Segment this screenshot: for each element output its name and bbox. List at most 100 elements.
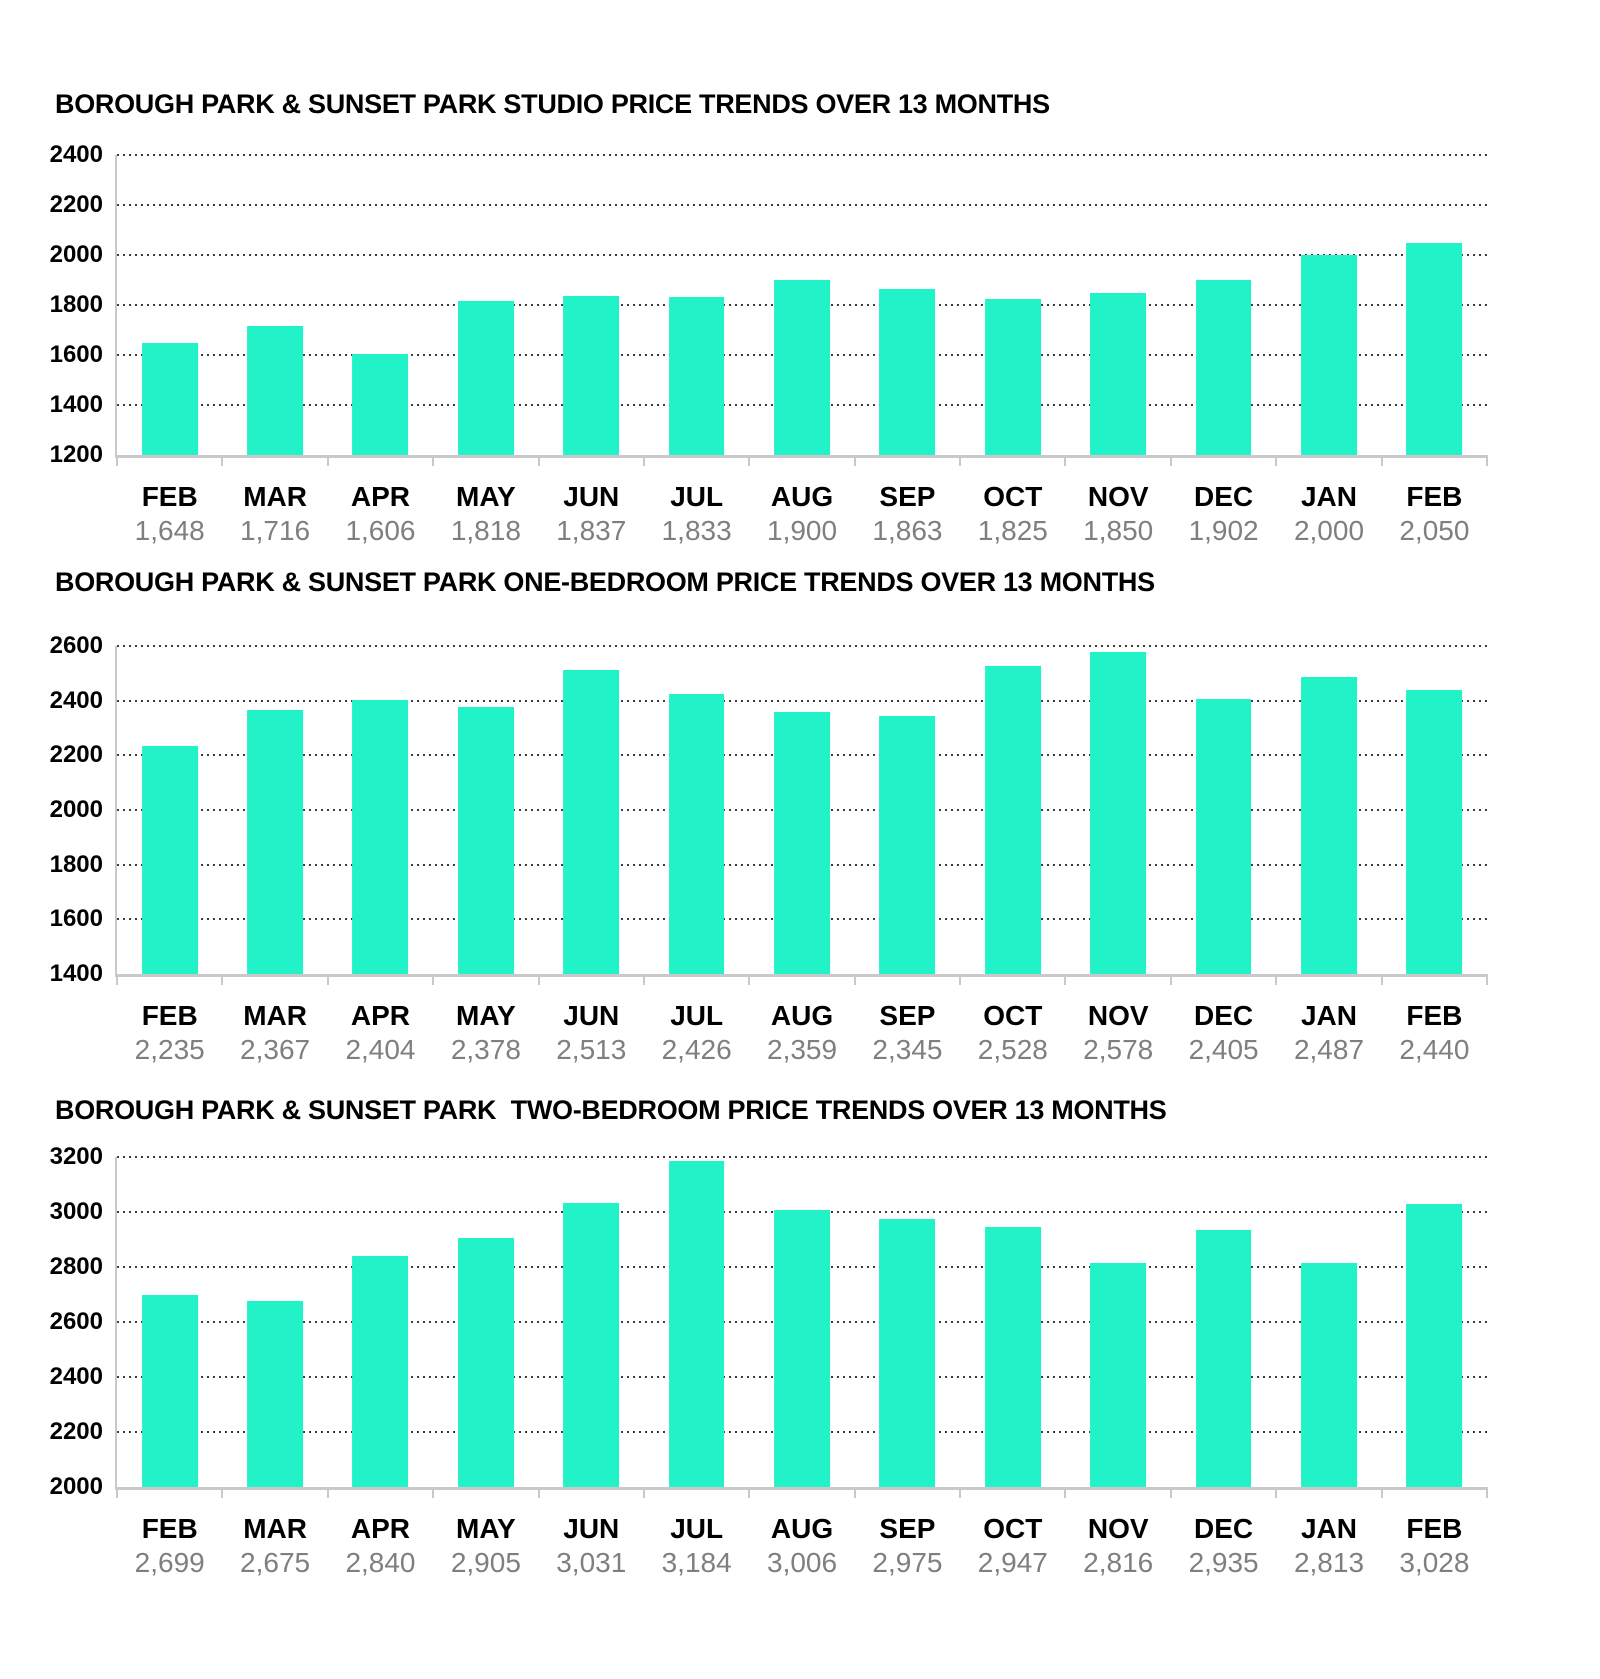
- gridline-y-2200: [117, 203, 1487, 206]
- bar-jun-2513: [563, 669, 620, 974]
- value-label: 2,813: [1293, 1547, 1365, 1578]
- bar-aug-3006: [774, 1210, 830, 1487]
- x-axis-tick: [537, 974, 540, 985]
- y-tick-label: 1800: [49, 291, 103, 318]
- value-label: 2,378: [450, 1034, 521, 1065]
- x-axis-tick: [1486, 974, 1488, 985]
- value-label: 2,905: [450, 1547, 521, 1578]
- x-axis-tick: [959, 455, 962, 466]
- x-label-cell: SEP 1,863: [855, 481, 960, 547]
- month-label: FEB: [1406, 1000, 1463, 1031]
- y-tick-label: 2400: [49, 141, 103, 168]
- x-label-cell: DEC 2,405: [1171, 1000, 1276, 1066]
- bar-apr-2840: [352, 1256, 409, 1487]
- bar-jul-3184: [668, 1161, 725, 1487]
- month-label: NOV: [1087, 481, 1149, 512]
- month-label: JUL: [670, 481, 724, 512]
- bar-mar-1716: [247, 326, 303, 455]
- bar-aug-1900: [774, 280, 830, 455]
- bar-feb-1648: [141, 343, 198, 455]
- y-tick-label: 2000: [49, 240, 103, 268]
- value-label: 2,235: [134, 1034, 205, 1065]
- value-label: 3,006: [767, 1547, 838, 1578]
- x-label-cell: NOV 2,578: [1066, 1000, 1171, 1066]
- x-axis-tick: [748, 455, 751, 466]
- y-axis-line: [115, 155, 117, 455]
- value-label: 3,031: [556, 1547, 627, 1578]
- bar-oct-2528: [984, 665, 1041, 974]
- x-label-cell: FEB 1,648: [117, 481, 222, 547]
- month-label: NOV: [1087, 1513, 1149, 1544]
- month-label: APR: [350, 481, 411, 512]
- value-label: 2,816: [1083, 1547, 1154, 1578]
- bar-jul-2426: [668, 693, 725, 974]
- x-axis-tick: [853, 974, 856, 985]
- bar-nov-2816: [1090, 1262, 1147, 1487]
- month-label: SEP: [879, 1513, 936, 1544]
- month-label: APR: [350, 1513, 411, 1544]
- x-label-cell: OCT 1,825: [960, 481, 1065, 547]
- bar-nov-2578: [1090, 652, 1147, 974]
- month-label: AUG: [770, 481, 834, 512]
- x-axis-tick: [748, 974, 751, 985]
- bar-apr-1606: [352, 353, 409, 455]
- month-label: MAR: [243, 481, 307, 512]
- bar-feb-3028: [1406, 1204, 1463, 1487]
- x-label-cell: OCT 2,528: [960, 1000, 1065, 1066]
- bar-jul-1833: [668, 296, 725, 455]
- month-label: AUG: [770, 1513, 834, 1544]
- gridline-y-2400: [117, 699, 1487, 702]
- bar-nov-1850: [1090, 292, 1147, 455]
- x-label-cell: JUL 2,426: [644, 1000, 749, 1066]
- x-label-cell: MAR 2,675: [222, 1513, 327, 1579]
- y-tick-label: 2600: [49, 1308, 103, 1335]
- month-label: JAN: [1300, 1513, 1357, 1544]
- month-label: OCT: [983, 481, 1043, 512]
- bar-may-1818: [457, 300, 514, 455]
- value-label: 2,699: [134, 1547, 205, 1578]
- x-label-cell: MAY 1,818: [433, 481, 538, 547]
- x-label-cell: DEC 1,902: [1171, 481, 1276, 547]
- month-label: MAR: [243, 1513, 307, 1544]
- y-tick-label: 2400: [49, 686, 103, 714]
- x-axis-tick: [1275, 974, 1278, 985]
- y-tick-label: 1600: [49, 905, 103, 933]
- x-axis-tick: [221, 1487, 224, 1498]
- y-tick-label: 1400: [49, 391, 103, 418]
- value-label: 2,675: [240, 1547, 311, 1578]
- value-label: 2,513: [556, 1034, 627, 1065]
- x-label-cell: AUG 3,006: [749, 1513, 854, 1579]
- bar-aug-2359: [774, 711, 830, 974]
- bar-sep-2975: [879, 1218, 936, 1487]
- x-axis-tick: [432, 1487, 435, 1498]
- month-label: JUL: [670, 1000, 724, 1031]
- value-label: 2,840: [345, 1547, 416, 1578]
- value-label: 2,528: [977, 1034, 1048, 1065]
- y-tick-label: 2000: [49, 796, 103, 823]
- x-axis-tick: [1486, 1487, 1488, 1498]
- month-label: FEB: [1406, 481, 1463, 512]
- y-tick-label: 1400: [49, 960, 103, 987]
- x-axis-line: [115, 1487, 1487, 1490]
- x-axis-tick: [432, 974, 435, 985]
- x-axis-tick: [537, 1487, 540, 1498]
- bar-jan-2000: [1301, 255, 1357, 455]
- x-label-cell: MAR 1,716: [222, 481, 327, 547]
- x-axis-tick: [1275, 1487, 1278, 1498]
- bar-jan-2813: [1301, 1263, 1357, 1487]
- x-axis-tick: [853, 455, 856, 466]
- x-axis-tick: [116, 1487, 118, 1498]
- y-tick-label: 2200: [49, 1418, 103, 1445]
- y-tick-label: 3000: [49, 1197, 103, 1225]
- x-label-cell: JUN 1,837: [539, 481, 644, 547]
- value-label: 2,367: [240, 1034, 311, 1065]
- x-label-cell: NOV 1,850: [1066, 481, 1171, 547]
- x-axis-tick: [326, 974, 329, 985]
- y-tick-label: 2800: [49, 1252, 103, 1280]
- x-label-cell: OCT 2,947: [960, 1513, 1065, 1579]
- x-axis-labels: FEB 2,699 MAR 2,675 APR 2,840 MAY 2,905 JUN 3,031…: [117, 1513, 1487, 1579]
- x-axis-tick: [1169, 974, 1172, 985]
- bar-feb-2440: [1406, 689, 1463, 974]
- x-axis-tick: [116, 974, 118, 985]
- bar-may-2378: [457, 706, 514, 974]
